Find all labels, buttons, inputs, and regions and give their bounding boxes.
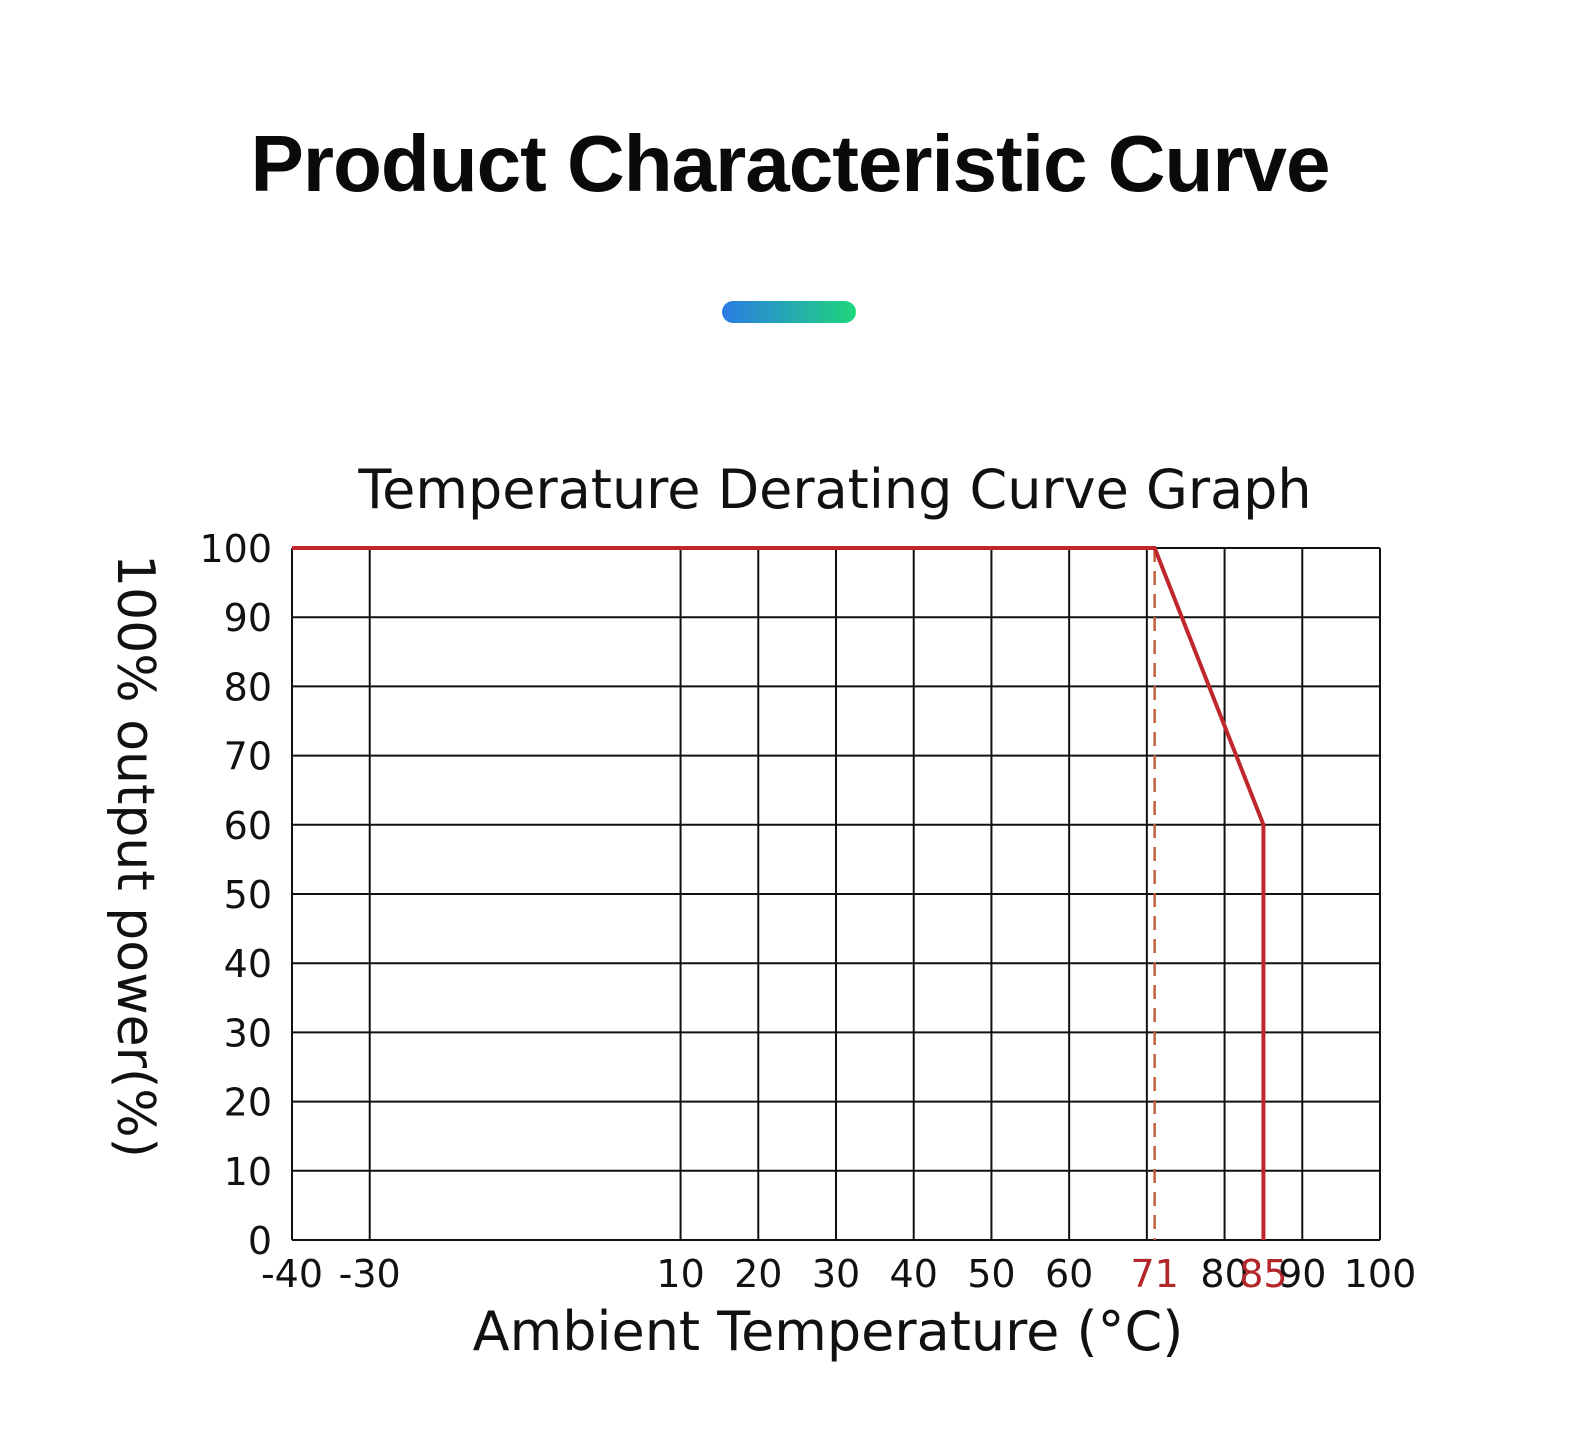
y-tick-label: 100 <box>199 527 272 571</box>
x-tick-label: 60 <box>1045 1252 1093 1296</box>
y-tick-label: 80 <box>224 665 272 709</box>
y-tick-label: 90 <box>224 596 272 640</box>
x-tick-label: 50 <box>967 1252 1015 1296</box>
y-tick-label: 10 <box>224 1150 272 1194</box>
x-tick-label: 90 <box>1278 1252 1326 1296</box>
chart-series <box>292 546 1266 1240</box>
y-tick-label: 50 <box>224 873 272 917</box>
x-tick-label: -30 <box>339 1252 401 1296</box>
y-axis-ticks: 0 10 20 30 40 50 60 70 80 90 100 <box>199 527 272 1263</box>
y-tick-label: 70 <box>224 735 272 779</box>
page-heading: Product Characteristic Curve <box>250 119 1330 208</box>
y-tick-label: 0 <box>248 1219 272 1263</box>
x-axis-label: Ambient Temperature (°C) <box>473 1300 1184 1363</box>
y-tick-label: 60 <box>224 804 272 848</box>
x-tick-label: 71 <box>1130 1252 1178 1296</box>
x-tick-label: 85 <box>1239 1252 1287 1296</box>
y-tick-label: 40 <box>224 942 272 986</box>
x-tick-label: 10 <box>656 1252 704 1296</box>
series-line <box>292 546 1266 1240</box>
chart-grid <box>291 547 1381 1241</box>
x-tick-label: 100 <box>1344 1252 1417 1296</box>
x-tick-label: -40 <box>261 1252 323 1296</box>
accent-divider <box>722 301 856 323</box>
y-tick-label: 20 <box>224 1081 272 1125</box>
x-tick-label: 30 <box>812 1252 860 1296</box>
y-axis-label: 100% output power(%) <box>105 554 165 1158</box>
x-tick-label: 40 <box>890 1252 938 1296</box>
x-tick-label: 20 <box>734 1252 782 1296</box>
y-tick-label: 30 <box>224 1011 272 1055</box>
x-tick-label: 80 <box>1200 1252 1248 1296</box>
chart-title: Temperature Derating Curve Graph <box>357 458 1311 521</box>
